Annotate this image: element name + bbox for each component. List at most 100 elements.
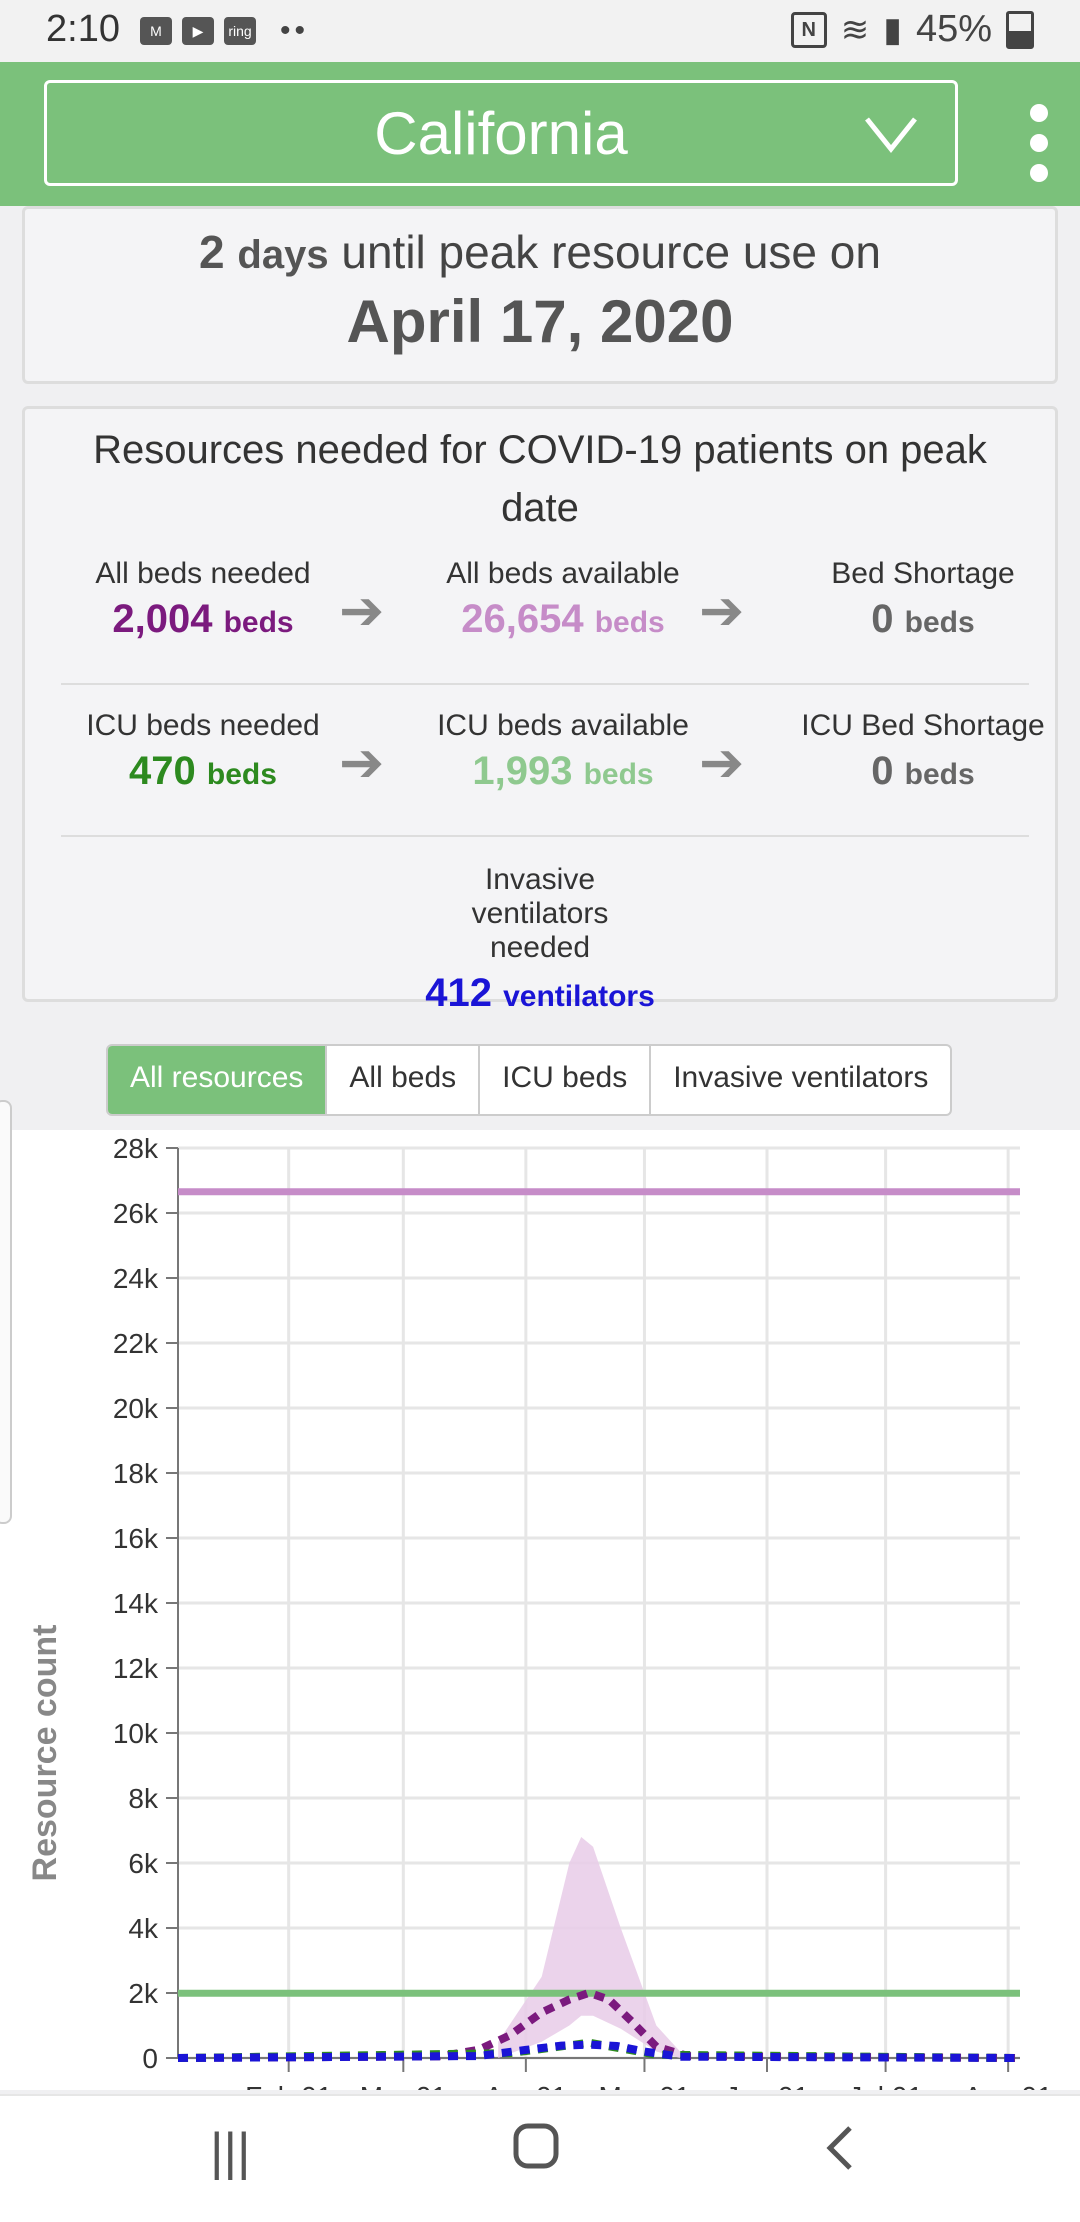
icu-shortage-number: 0: [871, 749, 894, 793]
ring-icon: ring: [224, 17, 256, 45]
peak-countdown: 2 days until peak resource use on: [25, 225, 1055, 279]
back-button[interactable]: [820, 2122, 860, 2187]
y-tick-label: 10k: [113, 1718, 159, 1749]
wifi-icon: ≋: [840, 10, 870, 49]
icu-needed-number: 470: [129, 749, 196, 793]
arrow-right-icon: ➔: [699, 733, 745, 793]
y-tick-label: 18k: [113, 1458, 159, 1489]
ventilators-unit: ventilators: [503, 980, 655, 1013]
y-tick-label: 4k: [128, 1913, 159, 1944]
icu-shortage-label: ICU Bed Shortage: [801, 709, 1045, 742]
system-icons: N ≋ ▮ 45%: [790, 8, 1034, 51]
notification-icons: M ▶ ring ••: [140, 14, 309, 48]
tab-invasive-ventilators[interactable]: Invasive ventilators: [673, 1061, 929, 1094]
chart-panel: 0 2k 4k 6k 8k 10k 12k 14k 16k 18k 20k 22k 24k 26k 28k F…: [0, 1130, 1080, 2112]
beds-needed-number: 2,004: [112, 597, 213, 641]
bed-shortage-label: Bed Shortage: [831, 557, 1015, 590]
y-tick-label: 0: [142, 2043, 158, 2074]
peak-text: until peak resource use on: [341, 226, 881, 278]
divider: [61, 835, 1029, 837]
icu-needed-unit: beds: [206, 758, 277, 791]
icu-available-label: ICU beds available: [437, 709, 689, 742]
icu-shortage-unit: beds: [904, 758, 975, 791]
icu-shortage-value: 0 beds: [763, 749, 1080, 794]
series-line: [177, 2040, 1021, 2062]
chart-tabs: All resources All beds ICU beds Invasive…: [106, 1044, 953, 1116]
beds-available: All beds available 26,654 beds: [403, 557, 723, 642]
x-tick-label: May 01: [599, 2081, 691, 2090]
more-notifications-icon: ••: [280, 14, 310, 47]
bed-shortage-value: 0 beds: [763, 597, 1080, 642]
ventilators-needed: Invasive ventilators needed 412 ventilat…: [380, 863, 700, 1016]
youtube-icon: ▶: [182, 17, 214, 45]
icu-needed-label: ICU beds needed: [86, 709, 320, 742]
gmail-icon: M: [140, 17, 172, 45]
signal-icon: ▮: [883, 10, 902, 49]
resource-chart: 0 2k 4k 6k 8k 10k 12k 14k 16k 18k 20k 22k 24k 26k 28k F…: [26, 1133, 1053, 2112]
bed-shortage-number: 0: [871, 597, 894, 641]
state-dropdown[interactable]: California: [44, 80, 958, 186]
y-tick-label: 2k: [128, 1978, 159, 2009]
status-time: 2:10: [46, 8, 120, 50]
beds-row: All beds needed 2,004 beds ➔ All beds av…: [25, 557, 1055, 677]
ventilators-label: Invasive ventilators needed: [471, 863, 609, 964]
y-tick-label: 16k: [113, 1523, 159, 1554]
more-vert-icon[interactable]: [1030, 104, 1050, 194]
app-header: California: [0, 62, 1080, 206]
beds-available-unit: beds: [594, 606, 665, 639]
x-tick-label: Jul 01: [848, 2081, 923, 2090]
y-tick-label: 20k: [113, 1393, 159, 1424]
side-panel-handle[interactable]: [0, 1100, 12, 1524]
y-tick-label: 28k: [113, 1133, 159, 1164]
y-tick-label: 8k: [128, 1783, 159, 1814]
beds-needed-label: All beds needed: [95, 557, 311, 590]
beds-needed: All beds needed 2,004 beds: [43, 557, 363, 642]
recent-apps-button[interactable]: |||: [210, 2123, 251, 2181]
ventilators-value: 412 ventilators: [380, 971, 700, 1016]
y-tick-label: 12k: [113, 1653, 159, 1684]
navigation-bar: |||: [0, 2094, 1080, 2222]
x-tick-label: Feb 01: [245, 2081, 332, 2090]
bed-shortage-unit: beds: [904, 606, 975, 639]
days-count: 2: [199, 226, 225, 278]
arrow-right-icon: ➔: [699, 581, 745, 641]
nfc-icon: N: [790, 11, 827, 48]
x-tick-label: Aug 01: [964, 2081, 1053, 2090]
beds-available-number: 26,654: [461, 597, 584, 641]
icu-available-value: 1,993 beds: [403, 749, 723, 794]
icu-available-number: 1,993: [472, 749, 573, 793]
beds-available-label: All beds available: [446, 557, 680, 590]
beds-available-value: 26,654 beds: [403, 597, 723, 642]
home-button[interactable]: [512, 2122, 560, 2183]
bed-shortage: Bed Shortage 0 beds: [763, 557, 1080, 642]
icu-shortage: ICU Bed Shortage 0 beds: [763, 709, 1080, 794]
arrow-right-icon: ➔: [339, 581, 385, 641]
resources-title: Resources needed for COVID-19 patients o…: [93, 428, 987, 530]
x-tick-label: Apr 01: [485, 2081, 568, 2090]
divider: [61, 683, 1029, 685]
battery-percent: 45%: [915, 8, 992, 50]
beds-needed-value: 2,004 beds: [43, 597, 363, 642]
tab-all-beds[interactable]: All beds: [327, 1046, 481, 1114]
icu-needed-value: 470 beds: [43, 749, 363, 794]
x-tick-label: Mar 01: [360, 2081, 447, 2090]
icu-row: ICU beds needed 470 beds ➔ ICU beds avai…: [25, 709, 1055, 829]
arrow-right-icon: ➔: [339, 733, 385, 793]
battery-icon: [1006, 10, 1034, 49]
days-unit: days: [237, 233, 329, 277]
ventilators-number: 412: [425, 971, 492, 1015]
y-tick-label: 14k: [113, 1588, 159, 1619]
y-tick-label: 24k: [113, 1263, 159, 1294]
peak-date: April 17, 2020: [346, 288, 734, 355]
y-tick-label: 22k: [113, 1328, 159, 1359]
y-tick-label: 6k: [128, 1848, 159, 1879]
y-tick-label: 26k: [113, 1198, 159, 1229]
state-dropdown-value: California: [374, 99, 628, 167]
tab-icu-beds[interactable]: ICU beds: [480, 1046, 652, 1114]
tab-all-resources[interactable]: All resources: [108, 1046, 328, 1114]
icu-needed: ICU beds needed 470 beds: [43, 709, 363, 794]
resources-card: Resources needed for COVID-19 patients o…: [22, 406, 1058, 1015]
uncertainty-band: [498, 1837, 681, 2058]
beds-needed-unit: beds: [223, 606, 294, 639]
y-axis-label: Resource count: [26, 1625, 64, 1882]
